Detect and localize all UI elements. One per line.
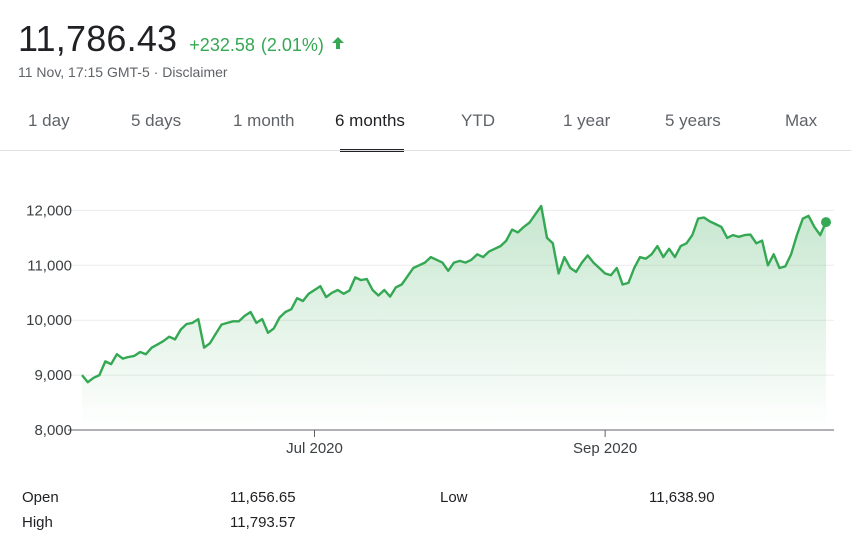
price-change-percent: (2.01%)	[260, 35, 324, 55]
tab-1-day[interactable]: 1 day	[28, 111, 70, 130]
tab-6-months[interactable]: 6 months	[335, 111, 405, 130]
price-change: +232.58	[189, 35, 255, 55]
tab-max[interactable]: Max	[785, 111, 818, 130]
series-area	[82, 206, 826, 430]
y-tick-label: 11,000	[27, 257, 72, 274]
stat-label-low: Low	[440, 489, 468, 506]
stat-value-low: 11,638.90	[649, 489, 715, 506]
stat-label-open: Open	[22, 489, 59, 506]
stat-value-high: 11,793.57	[230, 514, 296, 531]
y-tick-label: 12,000	[26, 202, 72, 219]
arrow-up-icon	[330, 35, 346, 51]
y-tick-label: 9,000	[34, 367, 72, 384]
tab-1-year[interactable]: 1 year	[563, 111, 611, 130]
quote-header: 11,786.43 +232.58 (2.01%)	[18, 18, 346, 60]
tab-5-years[interactable]: 5 years	[665, 111, 721, 130]
tabs-divider	[0, 150, 851, 151]
stat-label-high: High	[22, 514, 53, 531]
x-tick-label: Jul 2020	[286, 440, 343, 457]
last-price-point	[821, 217, 831, 228]
tab-1-month[interactable]: 1 month	[233, 111, 295, 130]
x-tick-label: Sep 2020	[573, 440, 637, 457]
meta-separator: ·	[149, 64, 163, 80]
price-chart[interactable]: 8,000 9,000 10,000 11,000 12,000 Jul 2020 Sep …	[0, 0, 851, 480]
timestamp: 11 Nov, 17:15 GMT-5	[18, 64, 150, 80]
tab-5-days[interactable]: 5 days	[131, 111, 182, 130]
y-tick-label: 10,000	[26, 312, 72, 329]
tab-ytd[interactable]: YTD	[461, 111, 495, 130]
current-price: 11,786.43	[18, 18, 178, 59]
quote-meta: 11 Nov, 17:15 GMT-5 · Disclaimer	[18, 64, 228, 80]
series-line	[81, 204, 828, 384]
y-tick-label: 8,000	[34, 422, 72, 439]
stat-value-open: 11,656.65	[230, 489, 296, 506]
disclaimer-link[interactable]: Disclaimer	[162, 64, 228, 80]
